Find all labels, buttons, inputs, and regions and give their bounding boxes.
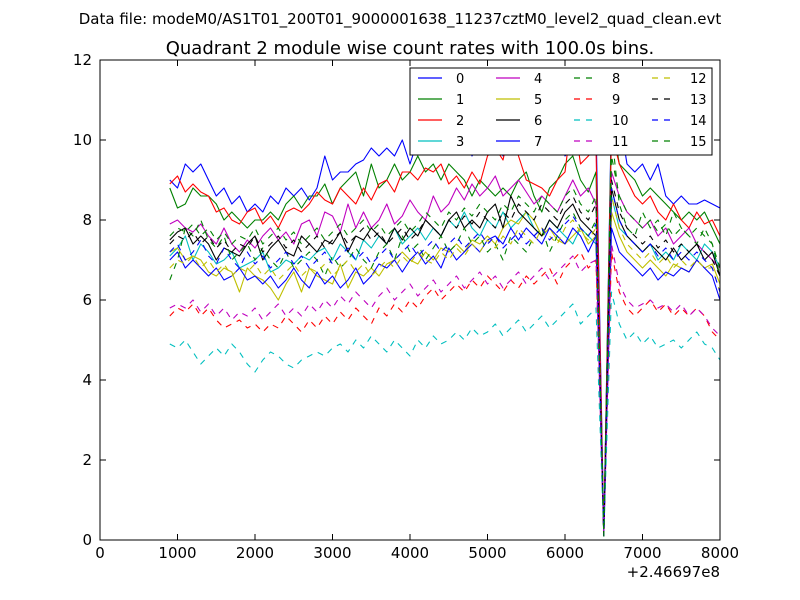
series-line-5 — [169, 211, 721, 537]
series-line-7 — [169, 227, 721, 537]
legend-label: 10 — [612, 114, 629, 129]
legend-label: 5 — [534, 93, 542, 108]
x-tick-label: 7000 — [623, 544, 661, 562]
series-line-1 — [169, 115, 721, 537]
x-tick-label: 8000 — [701, 544, 739, 562]
y-tick-label: 4 — [82, 371, 92, 389]
series-line-2 — [169, 107, 721, 533]
legend-label: 4 — [534, 72, 542, 87]
x-tick-label: 0 — [95, 544, 105, 562]
legend-label: 3 — [456, 135, 464, 150]
series-line-13 — [169, 179, 721, 537]
chart-suptitle: Data file: modeM0/AS1T01_200T01_90000016… — [79, 10, 722, 29]
x-tick-label: 1000 — [158, 544, 196, 562]
x-tick-label: 3000 — [313, 544, 351, 562]
legend-label: 9 — [612, 93, 620, 108]
legend-label: 8 — [612, 72, 620, 87]
y-tick-label: 8 — [82, 211, 92, 229]
series-layer — [169, 107, 721, 537]
y-tick-label: 12 — [73, 51, 92, 69]
legend-label: 11 — [612, 135, 629, 150]
x-axis-offset-label: +2.46697e8 — [627, 563, 720, 581]
series-line-11 — [169, 243, 721, 537]
legend-label: 7 — [534, 135, 542, 150]
x-tick-label: 4000 — [391, 544, 429, 562]
series-line-4 — [169, 171, 721, 537]
series-line-6 — [169, 187, 721, 537]
legend-label: 6 — [534, 114, 542, 129]
x-axis-ticks: 0 1000 2000 3000 4000 5000 6000 7000 8000 — [95, 60, 739, 562]
x-tick-label: 5000 — [468, 544, 506, 562]
series-line-9 — [169, 251, 721, 537]
legend-label: 14 — [690, 114, 707, 129]
legend-label: 0 — [456, 72, 464, 87]
y-tick-label: 2 — [82, 451, 92, 469]
legend-label: 12 — [690, 72, 707, 87]
series-line-14 — [169, 187, 721, 537]
y-tick-label: 10 — [73, 131, 92, 149]
x-tick-label: 6000 — [546, 544, 584, 562]
legend-label: 13 — [690, 93, 707, 108]
chart-title: Quadrant 2 module wise count rates with … — [166, 38, 655, 59]
legend-label: 1 — [456, 93, 464, 108]
legend-box — [409, 67, 713, 156]
x-tick-label: 2000 — [236, 544, 274, 562]
series-line-10 — [169, 291, 721, 537]
legend-label: 15 — [690, 135, 707, 150]
y-tick-label: 0 — [82, 531, 92, 549]
series-line-8 — [169, 131, 721, 537]
legend-label: 2 — [456, 114, 464, 129]
series-line-15 — [169, 155, 721, 537]
y-tick-label: 6 — [82, 291, 92, 309]
series-line-12 — [169, 195, 721, 537]
